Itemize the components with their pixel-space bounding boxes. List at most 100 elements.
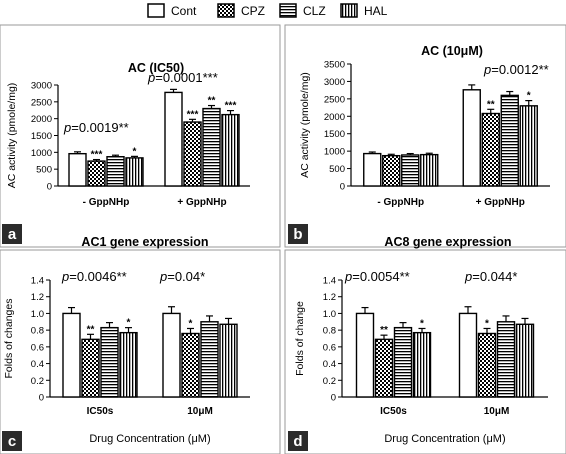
y-tick-label: 2000	[31, 114, 52, 125]
chart-title: AC (IC50)	[128, 61, 184, 75]
significance-marker: **	[208, 96, 216, 107]
significance-marker: **	[487, 99, 495, 110]
significance-marker: ***	[225, 101, 237, 112]
y-tick-label: 0.4	[31, 359, 44, 370]
bar	[62, 312, 81, 398]
bar	[515, 323, 535, 398]
legend: Cont CPZ CLZ HAL	[147, 3, 388, 18]
y-tick-label: 2000	[324, 112, 345, 123]
bar	[100, 326, 119, 398]
significance-marker: *	[527, 91, 531, 102]
y-tick-label: 0.6	[31, 342, 44, 353]
bar	[181, 332, 200, 398]
bar	[87, 160, 106, 187]
bar	[496, 321, 516, 398]
significance-marker: ***	[187, 109, 199, 120]
x-tick-label: IC50s	[87, 406, 114, 417]
y-tick-label: 1.4	[31, 276, 44, 287]
p-value-annotation: p=0.04*	[159, 269, 205, 284]
bar	[477, 332, 497, 398]
legend-label: CLZ	[303, 4, 326, 18]
y-tick-label: 1.0	[31, 309, 44, 320]
legend-swatch	[217, 3, 235, 18]
bar	[81, 338, 100, 398]
x-axis-label: Drug Concentration (μM)	[384, 433, 505, 445]
y-tick-label: 3500	[324, 60, 345, 71]
bar	[363, 152, 382, 187]
significance-marker: *	[127, 318, 131, 329]
p-value-annotation: p=0.0012**	[483, 62, 549, 77]
bar	[481, 112, 500, 187]
p-value-annotation: p=0.0046**	[61, 269, 127, 284]
bar	[183, 121, 202, 187]
bar	[106, 156, 125, 187]
bar	[221, 113, 240, 187]
y-tick-label: 1.0	[323, 309, 336, 320]
chart-panel-d: AC8 gene expression 0 0.2 0.4 0.6 0.8 1.0 1.2 1.…	[284, 235, 566, 454]
bar	[420, 153, 439, 187]
x-tick-label: + GppNHp	[177, 197, 226, 208]
panel-label: a	[8, 226, 17, 243]
bar	[125, 157, 144, 187]
bar	[355, 312, 375, 398]
y-tick-label: 500	[329, 164, 345, 175]
y-tick-label: 0.2	[31, 376, 44, 387]
legend-label: HAL	[364, 4, 388, 18]
bar	[374, 338, 394, 398]
p-value-annotation: p=0.0001***	[147, 70, 218, 85]
y-tick-label: 2500	[324, 94, 345, 105]
y-tick-label: 0	[340, 182, 345, 193]
panel-frame	[284, 24, 566, 248]
y-axis-label: Folds of change	[294, 301, 306, 376]
legend-swatch	[147, 3, 165, 18]
y-tick-label: 0.8	[323, 326, 336, 337]
significance-marker: *	[485, 318, 489, 329]
bar	[401, 154, 420, 187]
panel-label: b	[293, 226, 302, 243]
significance-marker: ***	[91, 150, 103, 161]
legend-swatch	[340, 3, 358, 18]
y-tick-label: 3000	[31, 81, 52, 92]
significance-marker: *	[189, 318, 193, 329]
legend-swatch	[279, 3, 297, 18]
panel-label-badge	[288, 224, 308, 244]
bar	[119, 331, 138, 398]
chart-title: AC (10μM)	[421, 44, 483, 58]
bar	[68, 152, 87, 187]
x-tick-label: - GppNHp	[83, 197, 130, 208]
bar	[393, 326, 413, 398]
y-tick-label: 1.4	[323, 276, 336, 287]
y-tick-label: 2500	[31, 97, 52, 108]
y-tick-label: 1.2	[31, 292, 44, 303]
p-value-annotation: p=0.044*	[464, 269, 517, 284]
x-tick-label: + GppNHp	[476, 197, 525, 208]
y-tick-label: 1000	[31, 148, 52, 159]
y-axis-label: AC activity (pmole/mg)	[299, 72, 311, 178]
chart-panel-a: AC (IC50) 0 500 1000 1500 2000 2500 3000 AC acti…	[0, 24, 281, 248]
y-axis-label: Folds of changes	[3, 299, 15, 379]
panel-label: c	[8, 433, 16, 450]
bar	[200, 321, 219, 398]
y-tick-label: 0	[39, 393, 44, 404]
chart-panel-c: AC1 gene expression 0 0.2 0.4 0.6 0.8 1.0 1.2 1.…	[0, 235, 281, 454]
x-tick-label: IC50s	[380, 406, 407, 417]
panel-label-badge	[2, 431, 22, 451]
y-tick-label: 500	[36, 165, 52, 176]
y-tick-label: 0	[331, 393, 336, 404]
bar	[412, 331, 432, 398]
y-tick-label: 3000	[324, 77, 345, 88]
panel-label-badge	[288, 431, 308, 451]
bar	[462, 89, 481, 187]
bar	[382, 154, 401, 187]
y-tick-label: 0.4	[323, 359, 336, 370]
x-axis-label: Drug Concentration (μM)	[89, 433, 210, 445]
y-tick-label: 0	[47, 182, 52, 193]
bar	[458, 312, 478, 398]
panel-label-badge	[2, 224, 22, 244]
x-tick-label: - GppNHp	[377, 197, 424, 208]
bar	[202, 107, 221, 187]
x-tick-label: 10μM	[187, 406, 213, 417]
y-tick-label: 1500	[31, 131, 52, 142]
y-tick-label: 0.2	[323, 376, 336, 387]
